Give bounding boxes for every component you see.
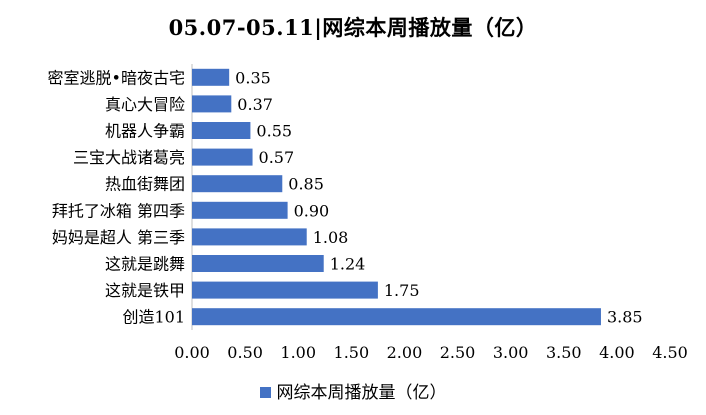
data-label: 0.37 — [237, 95, 273, 114]
category-label: 这就是铁甲 — [105, 281, 185, 300]
bar — [192, 201, 288, 219]
chart-title: 05.07-05.11|网综本周播放量（亿） — [168, 15, 538, 40]
bar — [192, 175, 283, 193]
data-label: 3.85 — [607, 308, 643, 327]
bar — [192, 281, 378, 299]
category-label: 热血街舞团 — [105, 175, 185, 194]
data-label: 1.08 — [313, 228, 349, 247]
bar — [192, 95, 232, 113]
data-label: 0.57 — [259, 148, 295, 167]
x-tick-label: 2.50 — [440, 343, 476, 362]
x-tick-label: 1.00 — [280, 343, 316, 362]
x-tick-label: 1.50 — [334, 343, 370, 362]
bar — [192, 122, 251, 139]
data-label: 1.24 — [330, 255, 366, 274]
x-tick-label: 3.50 — [546, 343, 582, 362]
data-label: 0.55 — [256, 122, 292, 141]
data-label: 1.75 — [384, 281, 420, 300]
x-tick-label: 4.50 — [652, 343, 688, 362]
x-tick-label: 0.50 — [227, 343, 263, 362]
category-label: 拜托了冰箱 第四季 — [52, 201, 185, 220]
category-label: 真心大冒险 — [105, 95, 185, 114]
x-tick-label: 2.00 — [387, 343, 423, 362]
category-label: 密室逃脱•暗夜古宅 — [48, 68, 185, 87]
category-label: 机器人争霸 — [105, 122, 185, 141]
bar — [192, 228, 307, 246]
bar — [192, 255, 324, 272]
legend-label: 网综本周播放量（亿） — [276, 383, 447, 403]
x-tick-label: 4.00 — [599, 343, 635, 362]
category-label: 妈妈是超人 第三季 — [52, 228, 185, 247]
category-label: 三宝大战诸葛亮 — [73, 148, 185, 167]
data-label: 0.90 — [294, 201, 330, 220]
data-label: 0.35 — [235, 68, 271, 87]
data-label: 0.85 — [288, 175, 324, 194]
bar — [192, 148, 253, 166]
x-tick-label: 3.00 — [493, 343, 529, 362]
bar — [192, 308, 601, 326]
legend-swatch — [259, 387, 271, 398]
x-tick-label: 0.00 — [174, 343, 210, 362]
category-label: 这就是跳舞 — [105, 255, 185, 274]
category-label: 创造101 — [122, 308, 185, 327]
bar — [192, 68, 230, 86]
legend: 网综本周播放量（亿） — [0, 378, 706, 403]
